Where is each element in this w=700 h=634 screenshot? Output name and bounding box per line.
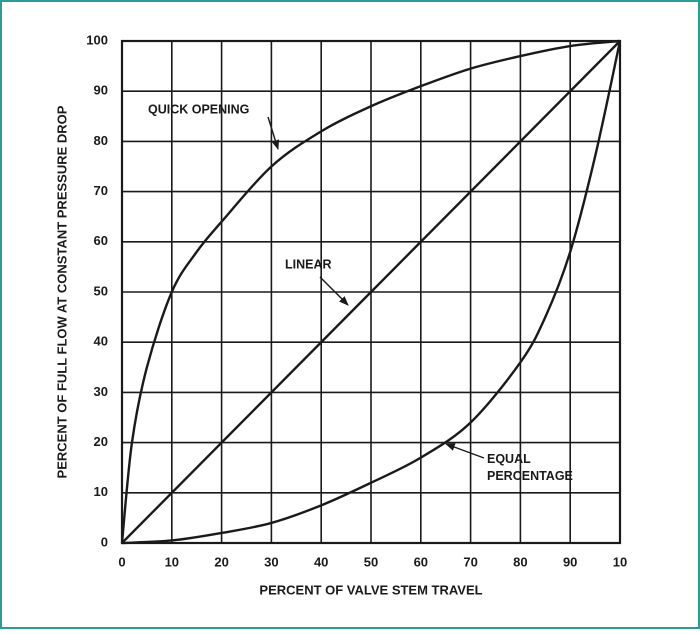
- x-tick-label: 10: [613, 554, 627, 569]
- x-tick-label: 50: [364, 554, 378, 569]
- x-tick-label: 20: [214, 554, 228, 569]
- series-annotation: QUICK OPENING: [148, 102, 249, 116]
- x-tick-label: 30: [264, 554, 278, 569]
- x-tick-label: 80: [513, 554, 527, 569]
- annotation-arrow: [319, 276, 349, 306]
- x-tick-label: 90: [563, 554, 577, 569]
- annotation-arrow: [445, 443, 485, 459]
- y-tick-label: 70: [94, 183, 108, 198]
- y-tick-label: 30: [94, 384, 108, 399]
- series-annotation: EQUAL PERCENTAGE: [487, 452, 573, 483]
- y-tick-label: 100: [86, 32, 108, 47]
- y-tick-label: 10: [94, 484, 108, 499]
- annotation-arrow: [267, 116, 280, 150]
- plot-border: [120, 39, 622, 545]
- y-tick-label: 60: [94, 233, 108, 248]
- x-tick-label: 0: [118, 554, 125, 569]
- y-tick-label: 80: [94, 133, 108, 148]
- y-tick-label: 0: [101, 534, 108, 549]
- y-tick-label: 20: [94, 434, 108, 449]
- x-tick-label: 60: [414, 554, 428, 569]
- y-tick-label: 90: [94, 83, 108, 98]
- series-line: [121, 40, 621, 544]
- series-line: [121, 40, 622, 545]
- y-tick-label: 50: [94, 283, 108, 298]
- x-tick-label: 70: [463, 554, 477, 569]
- y-tick-label: 40: [94, 334, 108, 349]
- series-annotation: LINEAR: [285, 257, 332, 271]
- y-axis-title: PERCENT OF FULL FLOW AT CONSTANT PRESSUR…: [54, 105, 69, 478]
- x-tick-label: 10: [165, 554, 179, 569]
- x-axis-title: PERCENT OF VALVE STEM TRAVEL: [259, 582, 482, 597]
- series-line: [120, 39, 621, 544]
- x-tick-label: 40: [314, 554, 328, 569]
